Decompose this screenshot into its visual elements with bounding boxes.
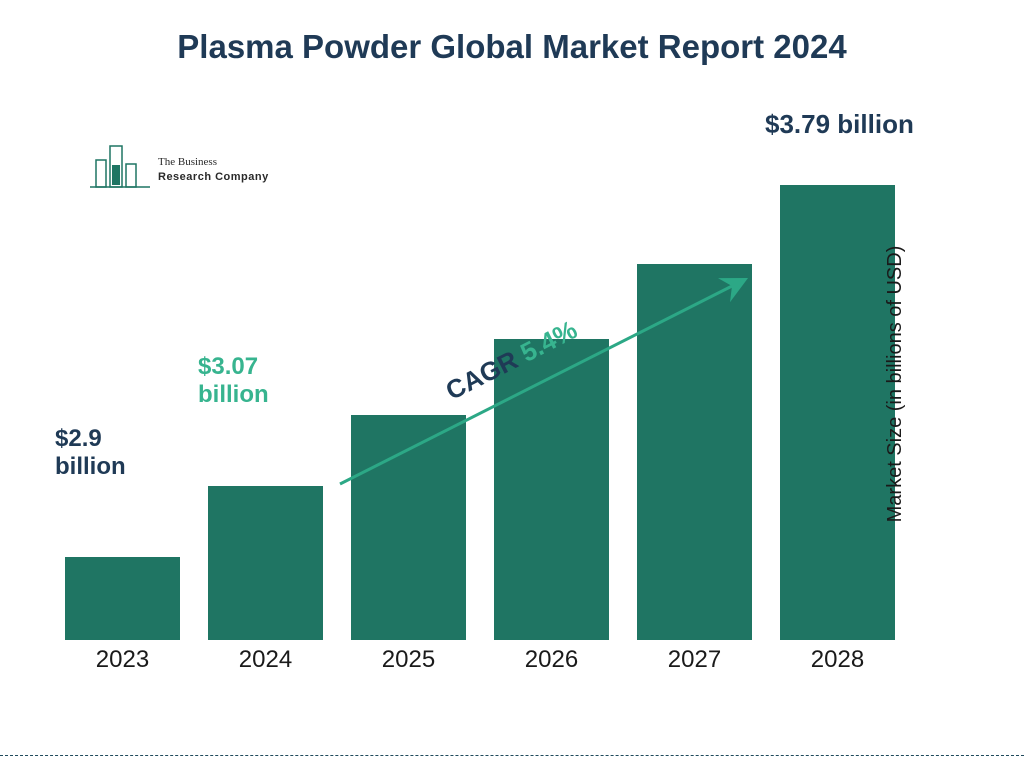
bar-2024 (208, 486, 323, 640)
bar-2023 (65, 557, 180, 640)
chart-area: 202320242025202620272028 CAGR 5.4% (60, 120, 920, 680)
x-label-2025: 2025 (351, 646, 466, 674)
bar-plot: 2023 2024 2025 2026 2027 2028 (60, 120, 920, 680)
chart-title: Plasma Powder Global Market Report 2024 (0, 28, 1024, 66)
footer-dashed-line (0, 755, 1024, 756)
value-label-2: $3.79 billion (765, 110, 914, 140)
x-label-2027: 2027 (637, 646, 752, 674)
x-label-2028: 2028 (780, 646, 895, 674)
bar-2028 (780, 185, 895, 640)
x-label-2026: 2026 (494, 646, 609, 674)
x-label-2023: 2023 (65, 646, 180, 674)
bar-2026 (494, 339, 609, 640)
value-label-0: $2.9billion (55, 425, 126, 480)
bar-2025 (351, 415, 466, 640)
bar-2027 (637, 264, 752, 640)
value-label-1: $3.07billion (198, 353, 269, 408)
x-label-2024: 2024 (208, 646, 323, 674)
y-axis-label: Market Size (in billions of USD) (884, 246, 907, 523)
